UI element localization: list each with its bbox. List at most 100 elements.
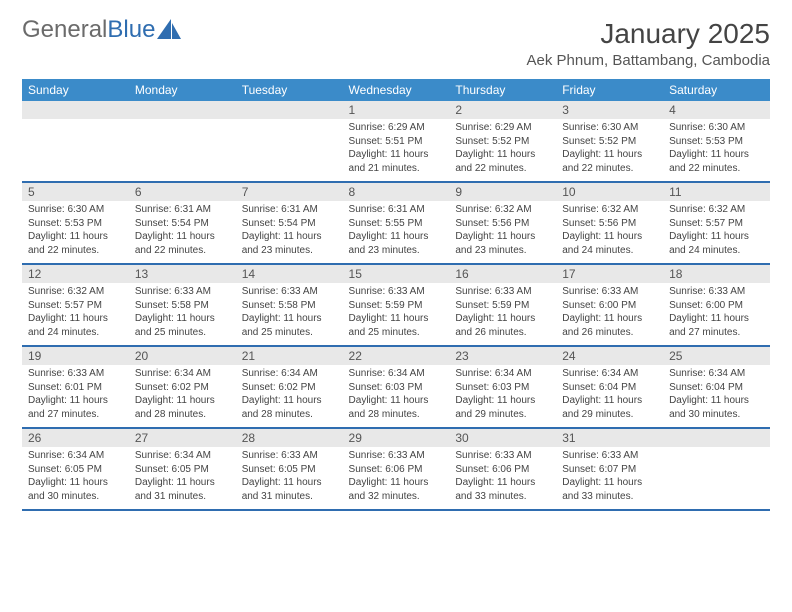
day-details: Sunrise: 6:29 AMSunset: 5:51 PMDaylight:… xyxy=(343,119,450,181)
day-number: 16 xyxy=(449,265,556,283)
day-cell: 16Sunrise: 6:33 AMSunset: 5:59 PMDayligh… xyxy=(449,264,556,346)
sunrise-text: Sunrise: 6:34 AM xyxy=(135,449,230,463)
sunset-text: Sunset: 5:57 PM xyxy=(28,299,123,313)
day-number xyxy=(663,429,770,447)
day-number: 2 xyxy=(449,101,556,119)
day-details: Sunrise: 6:34 AMSunset: 6:03 PMDaylight:… xyxy=(343,365,450,427)
daylight-text: Daylight: 11 hours xyxy=(242,312,337,326)
day-number: 18 xyxy=(663,265,770,283)
daylight-text: Daylight: 11 hours xyxy=(455,394,550,408)
sunset-text: Sunset: 5:59 PM xyxy=(455,299,550,313)
sunrise-text: Sunrise: 6:30 AM xyxy=(669,121,764,135)
sunset-text: Sunset: 5:51 PM xyxy=(349,135,444,149)
sunset-text: Sunset: 5:55 PM xyxy=(349,217,444,231)
sunrise-text: Sunrise: 6:32 AM xyxy=(669,203,764,217)
sunrise-text: Sunrise: 6:32 AM xyxy=(455,203,550,217)
day-number: 14 xyxy=(236,265,343,283)
day-cell: 17Sunrise: 6:33 AMSunset: 6:00 PMDayligh… xyxy=(556,264,663,346)
day-number xyxy=(22,101,129,119)
daylight-text: Daylight: 11 hours xyxy=(242,230,337,244)
daylight-text: Daylight: 11 hours xyxy=(135,312,230,326)
sunrise-text: Sunrise: 6:34 AM xyxy=(562,367,657,381)
sunset-text: Sunset: 6:00 PM xyxy=(562,299,657,313)
weekday-header: Friday xyxy=(556,79,663,101)
day-cell: 12Sunrise: 6:32 AMSunset: 5:57 PMDayligh… xyxy=(22,264,129,346)
day-number: 1 xyxy=(343,101,450,119)
calendar-week-row: 12 Sunrise: 6:32 AMSunset: 5:57 PM Dayligh… xyxy=(22,264,770,346)
day-number: 20 xyxy=(129,347,236,365)
daylight-text: Daylight: 11 hours xyxy=(669,148,764,162)
day-details: Sunrise: 6:34 AMSunset: 6:04 PMDaylight:… xyxy=(663,365,770,427)
sunrise-text: Sunrise: 6:34 AM xyxy=(669,367,764,381)
day-details: Sunrise: 6:34 AMSunset: 6:05 PMDaylight:… xyxy=(129,447,236,509)
day-details: Sunrise: 6:29 AMSunset: 5:52 PMDaylight:… xyxy=(449,119,556,181)
day-number: 27 xyxy=(129,429,236,447)
daylight-text: Daylight: 11 hours xyxy=(135,230,230,244)
calendar-week-row: 1Sunrise: 6:29 AMSunset: 5:51 PMDaylight… xyxy=(22,101,770,182)
day-details: Sunrise: 6:33 AMSunset: 6:06 PMDaylight:… xyxy=(343,447,450,509)
calendar-head: SundayMondayTuesdayWednesdayThursdayFrid… xyxy=(22,79,770,101)
sunrise-text: Sunrise: 6:33 AM xyxy=(242,285,337,299)
daylight-text: Daylight: 11 hours xyxy=(28,476,123,490)
day-cell: 10Sunrise: 6:32 AMSunset: 5:56 PMDayligh… xyxy=(556,182,663,264)
day-details: Sunrise: 6:33 AMSunset: 6:07 PMDaylight:… xyxy=(556,447,663,509)
daylight-text: and 31 minutes. xyxy=(242,490,337,504)
day-details: Sunrise: 6:33 AMSunset: 5:58 PMDaylight:… xyxy=(129,283,236,345)
day-number: 7 xyxy=(236,183,343,201)
day-details: Sunrise: 6:32 AMSunset: 5:56 PMDaylight:… xyxy=(556,201,663,263)
sunset-text: Sunset: 5:56 PM xyxy=(455,217,550,231)
day-number: 12 xyxy=(22,265,129,283)
daylight-text: Daylight: 11 hours xyxy=(135,476,230,490)
sunrise-text: Sunrise: 6:32 AM xyxy=(28,285,123,299)
daylight-text: Daylight: 11 hours xyxy=(349,312,444,326)
day-cell: 23Sunrise: 6:34 AMSunset: 6:03 PMDayligh… xyxy=(449,346,556,428)
logo: GeneralBlue xyxy=(22,18,183,42)
day-details: Sunrise: 6:33 AMSunset: 6:01 PMDaylight:… xyxy=(22,365,129,427)
sunrise-text: Sunrise: 6:34 AM xyxy=(349,367,444,381)
day-number: 23 xyxy=(449,347,556,365)
sunrise-text: Sunrise: 6:33 AM xyxy=(349,449,444,463)
daylight-text: and 32 minutes. xyxy=(349,490,444,504)
daylight-text: Daylight: 11 hours xyxy=(669,312,764,326)
day-details: Sunrise: 6:30 AMSunset: 5:53 PMDaylight:… xyxy=(663,119,770,181)
day-cell: 24Sunrise: 6:34 AMSunset: 6:04 PMDayligh… xyxy=(556,346,663,428)
sunset-text: Sunset: 6:03 PM xyxy=(455,381,550,395)
day-number: 13 xyxy=(129,265,236,283)
sunrise-text: Sunrise: 6:33 AM xyxy=(455,285,550,299)
day-details: Sunrise: 6:30 AMSunset: 5:52 PMDaylight:… xyxy=(556,119,663,181)
calendar-week-row: 5Sunrise: 6:30 AMSunset: 5:53 PMDaylight… xyxy=(22,182,770,264)
sunset-text: Sunset: 6:02 PM xyxy=(242,381,337,395)
day-cell: 3Sunrise: 6:30 AMSunset: 5:52 PMDaylight… xyxy=(556,101,663,182)
daylight-text: Daylight: 11 hours xyxy=(349,476,444,490)
day-cell: 18Sunrise: 6:33 AMSunset: 6:00 PMDayligh… xyxy=(663,264,770,346)
weekday-header: Thursday xyxy=(449,79,556,101)
sunset-text: Sunset: 6:03 PM xyxy=(349,381,444,395)
sunrise-text: Sunrise: 6:33 AM xyxy=(669,285,764,299)
daylight-text: and 22 minutes. xyxy=(135,244,230,258)
day-details: Sunrise: 6:33 AMSunset: 6:05 PMDaylight:… xyxy=(236,447,343,509)
sunrise-text: Sunrise: 6:29 AM xyxy=(455,121,550,135)
day-details: Sunrise: 6:34 AMSunset: 6:03 PMDaylight:… xyxy=(449,365,556,427)
daylight-text: Daylight: 11 hours xyxy=(242,394,337,408)
day-cell: 19Sunrise: 6:33 AMSunset: 6:01 PMDayligh… xyxy=(22,346,129,428)
day-details: Sunrise: 6:31 AMSunset: 5:54 PMDaylight:… xyxy=(236,201,343,263)
daylight-text: and 22 minutes. xyxy=(669,162,764,176)
sunset-text: Sunset: 5:57 PM xyxy=(669,217,764,231)
daylight-text: Daylight: 11 hours xyxy=(242,476,337,490)
sunrise-text: Sunrise: 6:34 AM xyxy=(135,367,230,381)
day-details: Sunrise: 6:30 AMSunset: 5:53 PMDaylight:… xyxy=(22,201,129,263)
sunset-text: Sunset: 5:52 PM xyxy=(562,135,657,149)
daylight-text: Daylight: 11 hours xyxy=(562,148,657,162)
daylight-text: and 28 minutes. xyxy=(349,408,444,422)
sunset-text: Sunset: 6:06 PM xyxy=(349,463,444,477)
daylight-text: and 23 minutes. xyxy=(349,244,444,258)
daylight-text: Daylight: 11 hours xyxy=(455,148,550,162)
daylight-text: Daylight: 11 hours xyxy=(669,230,764,244)
sunset-text: Sunset: 5:54 PM xyxy=(135,217,230,231)
daylight-text: and 25 minutes. xyxy=(242,326,337,340)
day-cell: 7Sunrise: 6:31 AMSunset: 5:54 PMDaylight… xyxy=(236,182,343,264)
day-cell: 30Sunrise: 6:33 AMSunset: 6:06 PMDayligh… xyxy=(449,428,556,510)
day-cell: 29Sunrise: 6:33 AMSunset: 6:06 PMDayligh… xyxy=(343,428,450,510)
daylight-text: and 26 minutes. xyxy=(562,326,657,340)
day-details: Sunrise: 6:34 AMSunset: 6:02 PMDaylight:… xyxy=(236,365,343,427)
